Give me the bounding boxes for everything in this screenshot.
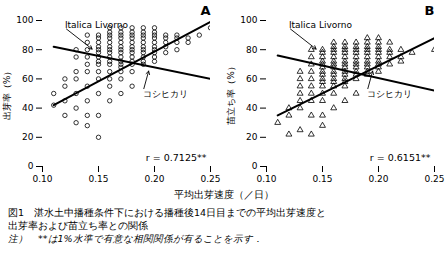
svg-text:40: 40: [22, 103, 34, 113]
svg-text:コシヒカリ: コシヒカリ: [143, 89, 188, 99]
svg-text:コシヒカリ: コシヒカリ: [367, 89, 412, 99]
svg-text:60: 60: [246, 74, 258, 84]
svg-text:B: B: [425, 3, 435, 18]
svg-text:20: 20: [22, 132, 34, 142]
svg-text:80: 80: [246, 45, 258, 55]
svg-text:20: 20: [246, 132, 258, 142]
svg-text:60: 60: [22, 74, 34, 84]
svg-text:0.20: 0.20: [368, 174, 388, 184]
html-text:平均出芽速度（／日）: 平均出芽速度（／日）: [174, 189, 274, 200]
svg-text:0.10: 0.10: [256, 174, 276, 184]
svg-text:40: 40: [246, 103, 258, 113]
svg-text:0.20: 0.20: [144, 174, 164, 184]
svg-text:0.15: 0.15: [88, 174, 108, 184]
svg-text:A: A: [200, 3, 210, 18]
html-text:図1 湛水土中播種条件下における播種後14日目までの平均出芽: 図1 湛水土中播種条件下における播種後14日目までの平均出芽速度と: [8, 207, 327, 218]
svg-text:r = 0.6151**: r = 0.6151**: [370, 152, 431, 163]
svg-text:Italica Livorno: Italica Livorno: [289, 20, 353, 30]
html-text:注） **は1%水準で有意な相関関係が有ることを示す．: 注） **は1%水準で有意な相関関係が有ることを示す．: [8, 233, 263, 244]
svg-text:0.25: 0.25: [200, 174, 220, 184]
svg-text:0.15: 0.15: [312, 174, 332, 184]
svg-text:0.25: 0.25: [424, 174, 444, 184]
svg-text:0: 0: [252, 161, 258, 171]
svg-text:100: 100: [16, 15, 33, 25]
svg-text:0: 0: [28, 161, 34, 171]
svg-text:100: 100: [240, 15, 257, 25]
svg-text:苗立ち率（%）: 苗立ち率（%）: [226, 62, 236, 125]
svg-text:0.10: 0.10: [32, 174, 52, 184]
svg-text:r = 0.7125**: r = 0.7125**: [146, 152, 207, 163]
svg-text:80: 80: [22, 45, 34, 55]
svg-text:Italica Livorno: Italica Livorno: [65, 20, 129, 30]
html-text:出芽率および苗立ち率との関係: 出芽率および苗立ち率との関係: [8, 220, 148, 231]
svg-text:出芽率（%）: 出芽率（%）: [2, 67, 12, 121]
